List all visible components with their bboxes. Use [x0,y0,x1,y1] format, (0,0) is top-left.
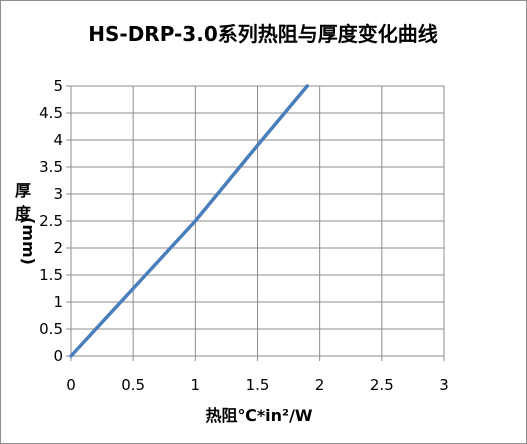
y-axis-label-unit: (mm) [19,217,38,265]
y-axis-label-char-2: 度 [15,204,32,223]
chart-title: HS-DRP-3.0系列热阻与厚度变化曲线 [88,22,437,46]
y-tick-label: 1.5 [39,266,63,284]
y-axis-label-char-1: 厚 [15,181,31,200]
plot-area: 0 0.5 1 1.5 2 2.5 3 3.5 4 4.5 5 0 0.5 1 1.5 2 2.5 3 [39,77,449,394]
y-tick-label: 0.5 [39,320,63,338]
y-tick-label: 3 [53,185,63,203]
x-axis-label: 热阻℃*in²/W [205,406,312,425]
y-tick-label: 0 [53,347,63,365]
y-tick-label: 3.5 [39,158,63,176]
x-tick-label: 2 [315,376,325,394]
y-tick-label: 5 [53,77,63,95]
x-tick-label: 1.5 [246,376,270,394]
x-tick-label: 2.5 [370,376,394,394]
y-tick-label: 4.5 [39,104,63,122]
x-tick-label: 1 [191,376,201,394]
y-tick-label: 4 [53,131,63,149]
y-tick-label: 2 [53,239,63,257]
x-tick-label: 3 [439,376,449,394]
x-tick-label: 0 [66,376,76,394]
y-tick-label: 2.5 [39,212,63,230]
x-tick-label: 0.5 [121,376,145,394]
y-axis-label: 厚 度 (mm) [15,181,38,265]
y-tick-label: 1 [53,293,63,311]
series-line [69,84,309,358]
